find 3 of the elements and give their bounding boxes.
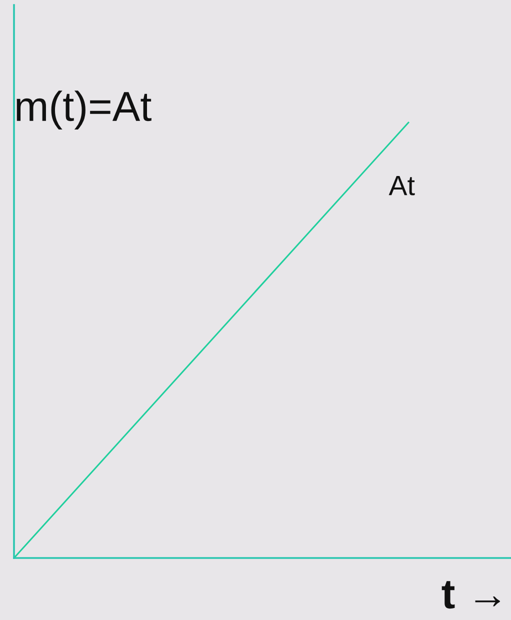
series-label: At xyxy=(388,176,415,196)
x-axis-title: t → xyxy=(442,581,500,609)
chart-title: m(t)=At xyxy=(16,90,152,130)
